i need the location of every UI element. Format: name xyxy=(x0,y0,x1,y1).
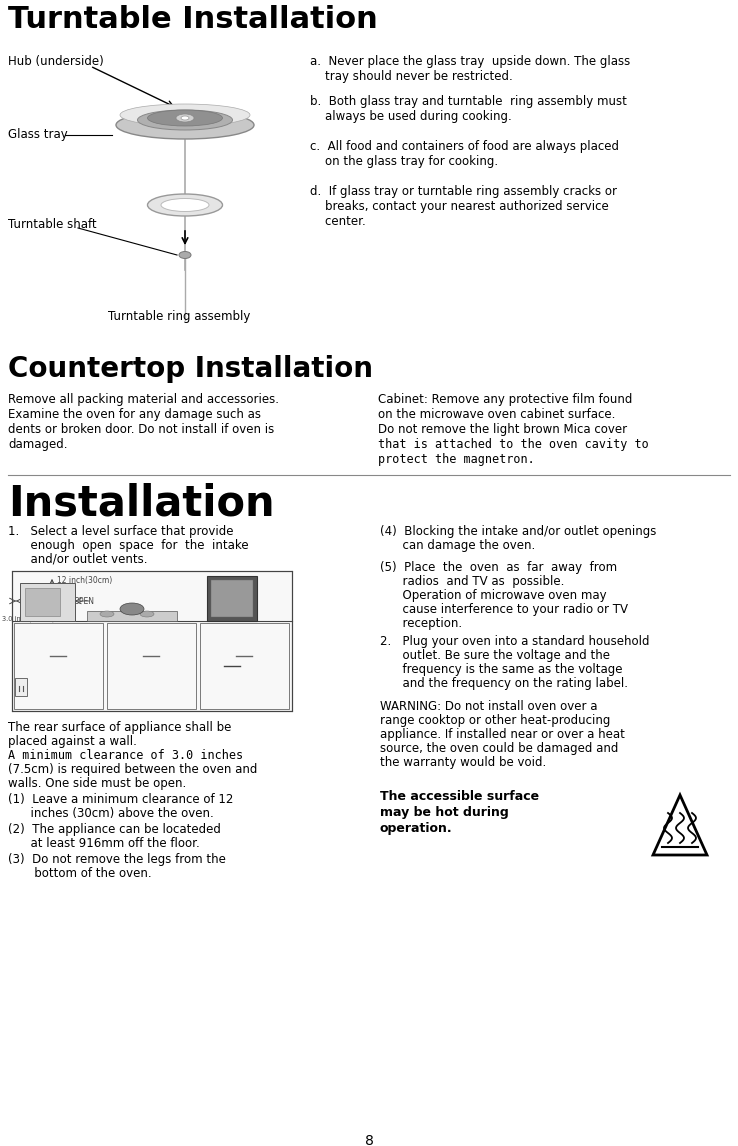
Text: Do not remove the light brown Mica cover: Do not remove the light brown Mica cover xyxy=(378,423,627,435)
Text: Turntable Installation: Turntable Installation xyxy=(8,5,378,34)
Ellipse shape xyxy=(116,111,254,139)
Text: radios  and TV as  possible.: radios and TV as possible. xyxy=(380,575,565,588)
Text: damaged.: damaged. xyxy=(8,438,67,452)
Ellipse shape xyxy=(140,611,154,617)
Text: b.  Both glass tray and turntable  ring assembly must: b. Both glass tray and turntable ring as… xyxy=(310,95,627,108)
Bar xyxy=(12,571,292,711)
Ellipse shape xyxy=(161,198,209,212)
Text: (1)  Leave a minimum clearance of 12: (1) Leave a minimum clearance of 12 xyxy=(8,793,233,806)
Text: Operation of microwave oven may: Operation of microwave oven may xyxy=(380,589,607,602)
Bar xyxy=(87,611,177,621)
Text: 12 inch(30cm): 12 inch(30cm) xyxy=(57,576,112,584)
Text: and the frequency on the rating label.: and the frequency on the rating label. xyxy=(380,677,628,690)
Bar xyxy=(25,588,60,617)
Text: outlet. Be sure the voltage and the: outlet. Be sure the voltage and the xyxy=(380,649,614,662)
Text: cause interference to your radio or TV: cause interference to your radio or TV xyxy=(380,603,628,617)
Text: on the glass tray for cooking.: on the glass tray for cooking. xyxy=(310,155,498,168)
Text: Turntable shaft: Turntable shaft xyxy=(8,218,97,231)
Text: dents or broken door. Do not install if oven is: dents or broken door. Do not install if … xyxy=(8,423,275,435)
Text: (7.5cm) is required between the oven and: (7.5cm) is required between the oven and xyxy=(8,763,258,776)
Text: d.  If glass tray or turntable ring assembly cracks or: d. If glass tray or turntable ring assem… xyxy=(310,185,617,198)
Ellipse shape xyxy=(148,110,222,126)
Ellipse shape xyxy=(137,110,232,129)
Bar xyxy=(15,678,27,696)
Text: bottom of the oven.: bottom of the oven. xyxy=(8,868,151,880)
Text: The accessible surface: The accessible surface xyxy=(380,790,539,803)
Text: OPEN: OPEN xyxy=(74,597,95,606)
Text: walls. One side must be open.: walls. One side must be open. xyxy=(8,777,186,790)
Text: placed against a wall.: placed against a wall. xyxy=(8,735,137,748)
Text: enough  open  space  for  the  intake: enough open space for the intake xyxy=(8,539,249,552)
Text: Cabinet: Remove any protective film found: Cabinet: Remove any protective film foun… xyxy=(378,393,632,406)
Text: Glass tray: Glass tray xyxy=(8,128,68,141)
Ellipse shape xyxy=(179,251,191,259)
Text: center.: center. xyxy=(310,215,366,228)
Text: A minimum clearance of 3.0 inches: A minimum clearance of 3.0 inches xyxy=(8,749,243,762)
Text: source, the oven could be damaged and: source, the oven could be damaged and xyxy=(380,741,618,755)
Ellipse shape xyxy=(120,603,144,615)
Text: (2)  The appliance can be locateded: (2) The appliance can be locateded xyxy=(8,823,221,835)
Text: breaks, contact your nearest authorized service: breaks, contact your nearest authorized … xyxy=(310,201,609,213)
Text: and/or outlet vents.: and/or outlet vents. xyxy=(8,554,148,566)
Text: that is attached to the oven cavity to: that is attached to the oven cavity to xyxy=(378,438,649,452)
Text: operation.: operation. xyxy=(380,822,452,835)
Ellipse shape xyxy=(148,194,222,215)
Text: Installation: Installation xyxy=(8,482,275,525)
Text: 8: 8 xyxy=(365,1135,373,1146)
Bar xyxy=(200,623,289,709)
Text: WARNING: Do not install oven over a: WARNING: Do not install oven over a xyxy=(380,700,598,713)
Text: Examine the oven for any damage such as: Examine the oven for any damage such as xyxy=(8,408,261,421)
Text: Remove all packing material and accessories.: Remove all packing material and accessor… xyxy=(8,393,279,406)
Text: (4)  Blocking the intake and/or outlet openings: (4) Blocking the intake and/or outlet op… xyxy=(380,525,656,537)
Bar xyxy=(207,576,257,621)
Text: (3)  Do not remove the legs from the: (3) Do not remove the legs from the xyxy=(8,853,226,866)
Bar xyxy=(14,623,103,709)
Text: a.  Never place the glass tray  upside down. The glass: a. Never place the glass tray upside dow… xyxy=(310,55,630,68)
Ellipse shape xyxy=(100,611,114,617)
Ellipse shape xyxy=(181,116,189,120)
Text: reception.: reception. xyxy=(380,617,462,630)
Text: may be hot during: may be hot during xyxy=(380,806,508,819)
Text: on the microwave oven cabinet surface.: on the microwave oven cabinet surface. xyxy=(378,408,615,421)
Text: 1.   Select a level surface that provide: 1. Select a level surface that provide xyxy=(8,525,233,537)
Text: frequency is the same as the voltage: frequency is the same as the voltage xyxy=(380,664,622,676)
Ellipse shape xyxy=(176,113,194,121)
Bar xyxy=(211,580,253,617)
Text: inches (30cm) above the oven.: inches (30cm) above the oven. xyxy=(8,807,214,821)
Text: Turntable ring assembly: Turntable ring assembly xyxy=(108,311,250,323)
Text: the warranty would be void.: the warranty would be void. xyxy=(380,756,546,769)
Text: 3.0 inch(7.5cm): 3.0 inch(7.5cm) xyxy=(2,615,55,621)
Text: The rear surface of appliance shall be: The rear surface of appliance shall be xyxy=(8,721,232,733)
Bar xyxy=(20,583,75,621)
Text: always be used during cooking.: always be used during cooking. xyxy=(310,110,511,123)
Text: range cooktop or other heat-producing: range cooktop or other heat-producing xyxy=(380,714,610,727)
Text: can damage the oven.: can damage the oven. xyxy=(380,539,535,552)
Text: 2.   Plug your oven into a standard household: 2. Plug your oven into a standard househ… xyxy=(380,635,649,647)
Text: Countertop Installation: Countertop Installation xyxy=(8,355,373,383)
Text: appliance. If installed near or over a heat: appliance. If installed near or over a h… xyxy=(380,728,625,741)
Text: c.  All food and containers of food are always placed: c. All food and containers of food are a… xyxy=(310,140,619,154)
Text: Hub (underside): Hub (underside) xyxy=(8,55,104,68)
Text: tray should never be restricted.: tray should never be restricted. xyxy=(310,70,513,83)
Text: protect the magnetron.: protect the magnetron. xyxy=(378,453,535,466)
Ellipse shape xyxy=(120,104,250,126)
Bar xyxy=(107,623,196,709)
Text: (5)  Place  the  oven  as  far  away  from: (5) Place the oven as far away from xyxy=(380,562,617,574)
Text: at least 916mm off the floor.: at least 916mm off the floor. xyxy=(8,837,200,850)
